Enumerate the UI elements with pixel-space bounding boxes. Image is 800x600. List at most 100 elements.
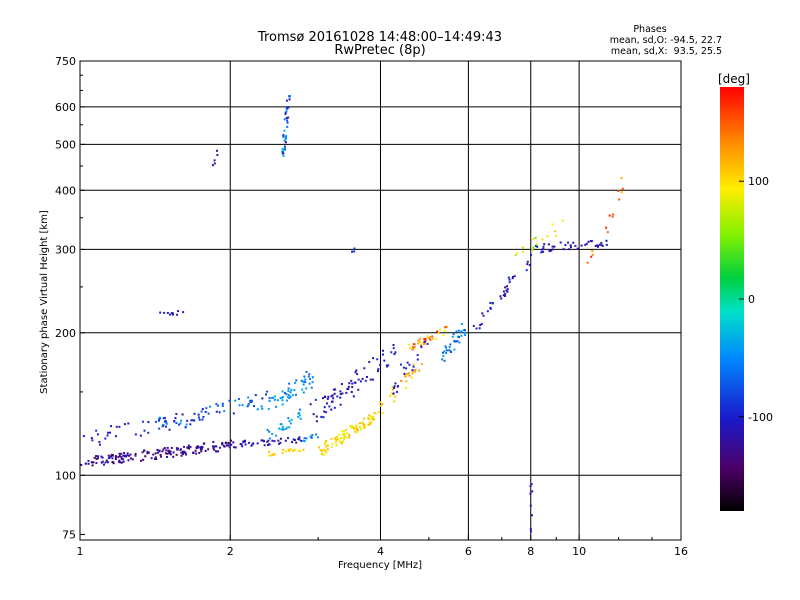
data-point (287, 387, 290, 390)
data-point (315, 415, 318, 418)
data-point (276, 399, 279, 402)
data-point (283, 391, 286, 394)
stats-heading: Phases (633, 24, 666, 35)
data-point (123, 455, 126, 458)
data-point (182, 311, 185, 314)
data-point (367, 423, 370, 426)
data-point (158, 419, 161, 422)
data-point (293, 449, 296, 452)
data-point (553, 245, 556, 248)
data-point (508, 278, 511, 281)
data-point (289, 422, 292, 425)
data-point (230, 443, 233, 446)
data-point (392, 400, 395, 403)
data-point (197, 416, 200, 419)
data-point (217, 450, 220, 453)
data-point (328, 405, 331, 408)
data-point (302, 448, 305, 451)
data-point (173, 420, 176, 423)
data-point (532, 246, 535, 249)
data-point (298, 438, 301, 441)
data-point (589, 240, 592, 243)
data-point (350, 390, 353, 393)
data-point (282, 152, 285, 155)
data-point (621, 187, 624, 190)
data-point (534, 236, 537, 239)
data-point (620, 191, 623, 194)
data-point (280, 423, 283, 426)
y-tick-label: 500 (55, 138, 76, 151)
data-point (293, 388, 296, 391)
data-point (177, 310, 180, 313)
data-point (368, 414, 371, 417)
data-point (109, 431, 112, 434)
data-point (299, 417, 302, 420)
data-point (315, 420, 318, 423)
data-point (202, 415, 205, 418)
data-point (156, 451, 159, 454)
data-point (292, 438, 295, 441)
data-point (160, 455, 163, 458)
data-point (580, 244, 583, 247)
x-tick-label: 8 (527, 545, 534, 558)
data-point (118, 455, 121, 458)
data-point (110, 454, 113, 457)
data-point (325, 451, 328, 454)
data-point (550, 249, 553, 252)
data-point (389, 394, 392, 397)
data-point (359, 380, 362, 383)
data-point (213, 448, 216, 451)
data-point (282, 448, 285, 451)
data-point (250, 400, 253, 403)
data-point (542, 250, 545, 253)
data-point (400, 379, 403, 382)
data-point (541, 238, 544, 241)
data-point (212, 447, 215, 450)
stats-line-x: mean, sd,X: 93.5, 25.5 (611, 46, 722, 57)
data-point (87, 462, 90, 465)
data-point (530, 514, 533, 517)
data-point (268, 397, 271, 400)
data-point (600, 241, 603, 244)
data-point (175, 412, 178, 415)
data-point (215, 410, 218, 413)
data-point (475, 327, 478, 330)
data-point (216, 149, 219, 152)
data-point (390, 351, 393, 354)
data-point (590, 255, 593, 258)
data-point (96, 457, 99, 460)
data-point (159, 311, 162, 314)
data-point (339, 390, 342, 393)
data-point (99, 443, 102, 446)
data-point (179, 448, 182, 451)
data-point (169, 450, 172, 453)
data-point (108, 456, 111, 459)
data-point (175, 453, 178, 456)
data-point (95, 429, 98, 432)
data-point (455, 330, 458, 333)
data-point (164, 425, 167, 428)
data-point (253, 405, 256, 408)
data-point (211, 164, 214, 167)
data-point (426, 335, 429, 338)
data-point (242, 441, 245, 444)
data-point (244, 443, 247, 446)
data-point (442, 355, 445, 358)
data-point (107, 431, 110, 434)
data-point (299, 450, 302, 453)
data-point (213, 445, 216, 448)
data-point (463, 329, 466, 332)
data-point (166, 452, 169, 455)
data-point (586, 261, 589, 264)
data-point (237, 397, 240, 400)
data-point (605, 226, 608, 229)
data-point (277, 439, 280, 442)
data-point (562, 248, 565, 251)
data-point (232, 441, 235, 444)
data-point (300, 379, 303, 382)
data-point (267, 443, 270, 446)
data-point (529, 253, 532, 256)
data-point (304, 378, 307, 381)
data-point (213, 159, 216, 162)
data-point (166, 311, 169, 314)
